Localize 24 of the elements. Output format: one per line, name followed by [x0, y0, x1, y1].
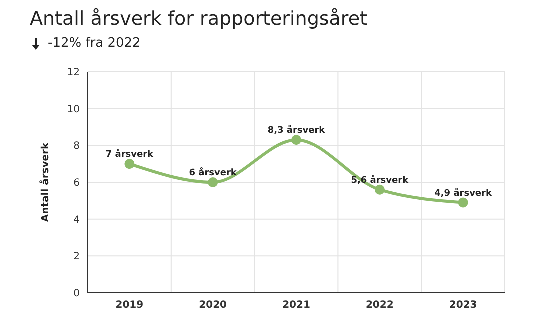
data-label: 6 årsverk — [189, 168, 238, 178]
data-label: 8,3 årsverk — [268, 125, 326, 136]
y-tick-label: 8 — [74, 141, 80, 152]
x-tick-label: 2020 — [199, 300, 228, 312]
x-tick-label: 2021 — [282, 300, 310, 312]
y-tick-label: 2 — [74, 252, 80, 263]
point — [208, 178, 218, 188]
x-tick-label: 2019 — [116, 300, 144, 312]
point — [124, 159, 135, 170]
y-tick-label: 10 — [67, 104, 80, 116]
chart-title: Antall årsverk for rapporteringsåret — [30, 8, 368, 30]
y-axis-title: Antall årsverk — [40, 142, 52, 222]
chart-subtitle: -12% fra 2022 — [48, 36, 141, 51]
x-tick-label: 2022 — [366, 300, 394, 312]
x-tick-label: 2023 — [449, 300, 478, 312]
y-tick-label: 12 — [67, 68, 80, 79]
data-label: 4,9 årsverk — [434, 188, 493, 199]
point — [374, 184, 385, 195]
point — [458, 198, 468, 208]
point — [292, 135, 302, 146]
y-tick-label: 0 — [74, 288, 80, 300]
data-label: 7 årsverk — [106, 149, 155, 160]
y-tick-label: 6 — [74, 178, 80, 190]
y-tick-label: 4 — [74, 214, 80, 226]
